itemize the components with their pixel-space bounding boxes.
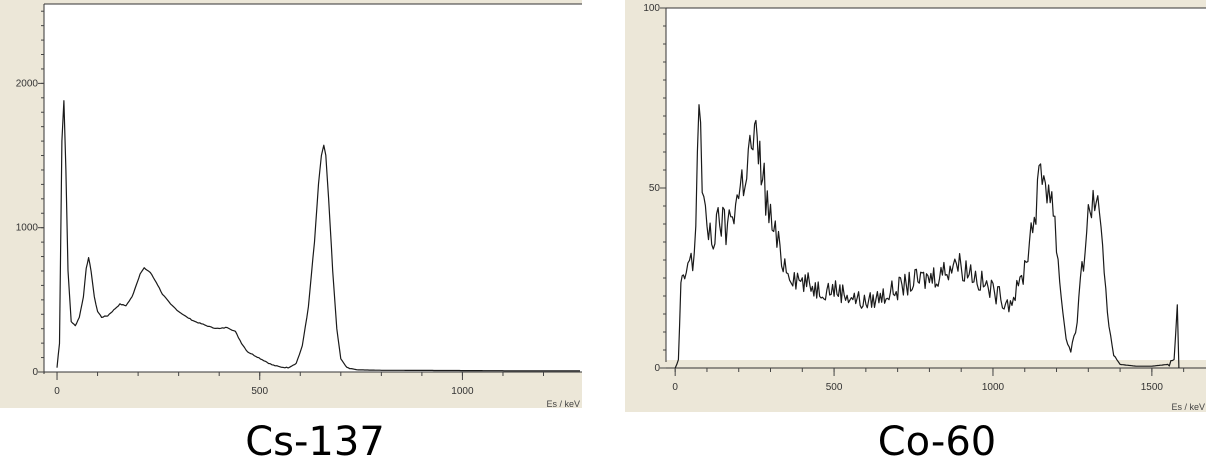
co60-y-tick-label: 0 (654, 363, 660, 374)
co60-x-tick-label: 1000 (982, 382, 1005, 393)
cs137-y-tick-label: 2000 (16, 78, 39, 89)
co60-x-axis-label: Es / keV (1171, 402, 1205, 412)
cs137-caption: Cs-137 (245, 419, 385, 458)
cs137-plot-area (44, 4, 582, 372)
cs137-x-axis-label: Es / keV (546, 399, 580, 409)
co60-y-tick-label: 100 (643, 3, 660, 14)
co60-y-tick-label: 50 (649, 183, 661, 194)
co60-caption: Co-60 (878, 419, 996, 458)
co60-plot-area (666, 8, 1206, 360)
co60-x-tick-label: 500 (826, 382, 843, 393)
cs137-chart: 0 1000 2000 0 500 1000 Es / keV Cs-137 (0, 0, 582, 458)
co60-x-tick-label: 0 (672, 382, 678, 393)
co60-spectrum-line (674, 104, 1180, 369)
cs137-x-tick-label: 500 (251, 386, 268, 397)
cs137-y-tick-label: 0 (32, 367, 38, 378)
cs137-spectrum-line (56, 100, 580, 372)
co60-x-tick-label: 1500 (1141, 382, 1164, 393)
cs137-x-tick-label: 0 (54, 386, 60, 397)
cs137-x-tick-label: 1000 (451, 386, 474, 397)
cs137-y-tick-label: 1000 (16, 223, 39, 234)
